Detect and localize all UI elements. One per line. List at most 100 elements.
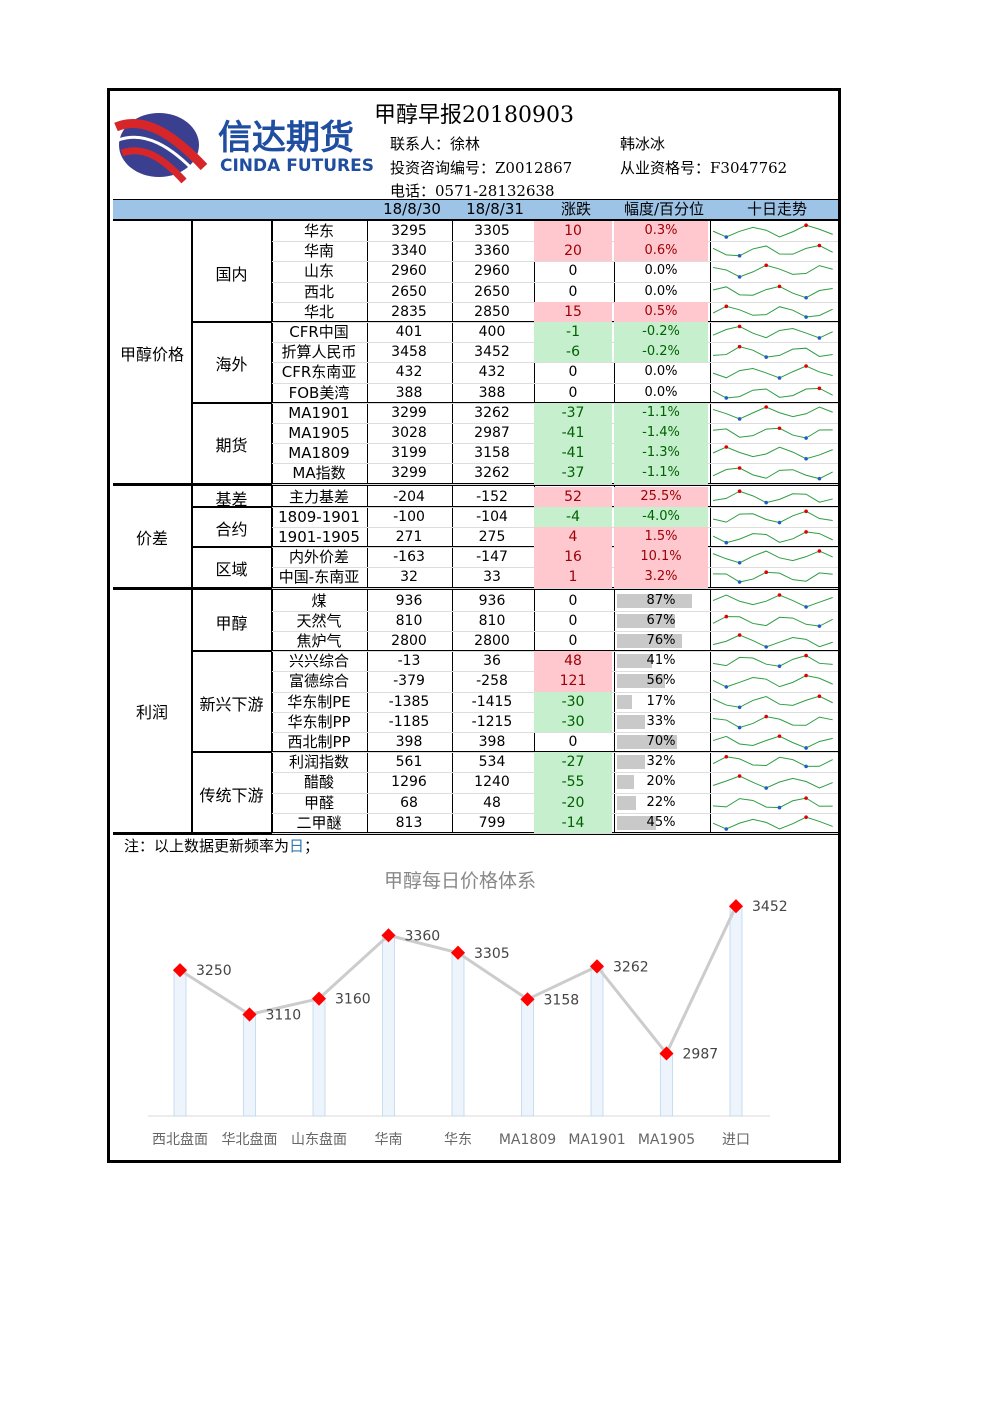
value-curr: 36 [483,653,501,670]
percent: -1.1% [614,463,708,484]
table-row: 醋酸 1296 1240 -55 20% [272,772,838,794]
sparkline-high [804,509,808,513]
sparkline-high [817,693,822,698]
sparkline-high [804,653,808,658]
sparkline [712,284,833,300]
row-name: 天然气 [296,611,342,630]
sparkline-low [764,786,768,791]
value-curr: 2987 [474,425,510,441]
category-label: 华北盘面 [222,1131,278,1148]
table-row: 煤 936 936 0 87% [272,591,838,612]
table-row: MA1809 3199 3158 -41 -1.3% [272,443,838,465]
sparkline [712,774,833,791]
row-name: CFR东南亚 [281,363,357,382]
value-prev: 432 [395,364,423,381]
sparkline [712,509,833,525]
row-name: MA1809 [288,444,350,463]
sparkline [712,445,833,461]
percent: 32% [646,754,676,770]
sparkline-high [724,304,729,308]
sparkline-low [737,416,742,421]
row-name: FOB美湾 [288,383,350,402]
value-prev: -204 [393,488,425,505]
sparkline [712,404,833,421]
sparkline-low [777,520,782,525]
row-name: 利润指数 [288,753,349,772]
table-row: 折算人民币 3458 3452 -6 -0.2% [272,342,838,364]
sparkline [712,755,833,769]
table-row: 华东制PE -1385 -1415 -30 17% [272,691,838,713]
group-label-traditional: 传统下游 [199,785,264,805]
sparkline [712,693,833,709]
sparkline [712,633,833,649]
sparkline-path [712,325,833,339]
value-curr: 33 [483,569,501,586]
percent: -1.1% [614,402,708,423]
change: -4 [534,506,612,527]
sparkline-low [817,477,822,481]
row-name: 华北 [303,302,334,321]
sparkline-path [712,675,833,688]
table-row: 山东 2960 2960 0 0.0% [272,261,838,283]
table-row: 1901-1905 271 275 4 1.5% [272,527,838,549]
sparkline [712,653,833,669]
phone: 电话：0571-28132638 [390,182,555,200]
percent: 67% [646,612,676,628]
value-curr: 3262 [474,404,510,421]
value-prev: -1385 [388,693,430,710]
sparkline [712,386,833,400]
change: -20 [534,792,612,813]
table-row: 天然气 810 810 0 67% [272,611,838,632]
value-prev: 32 [400,569,418,586]
table-row: FOB美湾 388 388 0 0.0% [272,383,838,404]
row-name: 中国-东南亚 [278,568,360,587]
sparkline-low [737,705,742,709]
value-prev: 936 [395,592,423,609]
sparkline-high [804,364,808,369]
table-row: CFR东南亚 432 432 0 0.0% [272,362,838,384]
sparkline-low [804,457,808,461]
change: 0 [568,633,578,649]
percentile-bar [617,735,678,749]
value-prev: 813 [395,814,423,831]
change: 121 [534,671,612,692]
change: 52 [534,486,612,507]
percent: 1.5% [614,527,708,548]
value-curr: 388 [478,384,506,401]
sparkline-path [712,531,833,544]
percent: 70% [646,734,676,749]
sparkline-high [737,466,742,471]
value-prev: 3295 [391,223,427,239]
value-prev: 3458 [391,344,427,361]
category-label: 西北盘面 [152,1131,208,1148]
sparkline-low [777,664,782,669]
value-curr: 799 [478,814,506,831]
value-curr: 2850 [474,303,510,320]
contact2: 韩冰冰 [620,135,666,153]
table-row: 利润指数 561 534 -27 32% [272,752,838,774]
value-prev: 3299 [391,465,427,482]
percent: -1.3% [614,443,708,464]
sparkline-path [712,594,833,608]
percent: 0.5% [614,301,708,322]
sparkline [712,815,833,831]
category-label: MA1901 [568,1132,625,1148]
sparkline [712,345,833,360]
sparkline [712,324,833,340]
report-title: 甲醇早报20180903 [374,103,574,128]
table-row: 西北 2650 2650 0 0.0% [272,282,838,303]
row-name: CFR中国 [289,323,349,341]
sparkline-high [764,714,768,719]
row-name: 二甲醚 [296,813,342,832]
sparkline-low [777,376,782,381]
table-row: 富德综合 -379 -258 121 56% [272,671,838,693]
value-curr: 3305 [474,223,510,239]
value-prev: 401 [395,324,423,340]
sparkline-low [737,725,742,730]
drop-bar [382,934,395,1117]
value-prev: 561 [395,754,423,771]
value-prev: 271 [395,529,423,545]
sparkline [712,466,833,481]
column-header: 18/8/30 18/8/31 涨跌 幅度/百分位 十日走势 [113,199,838,221]
sparkline [712,592,833,609]
